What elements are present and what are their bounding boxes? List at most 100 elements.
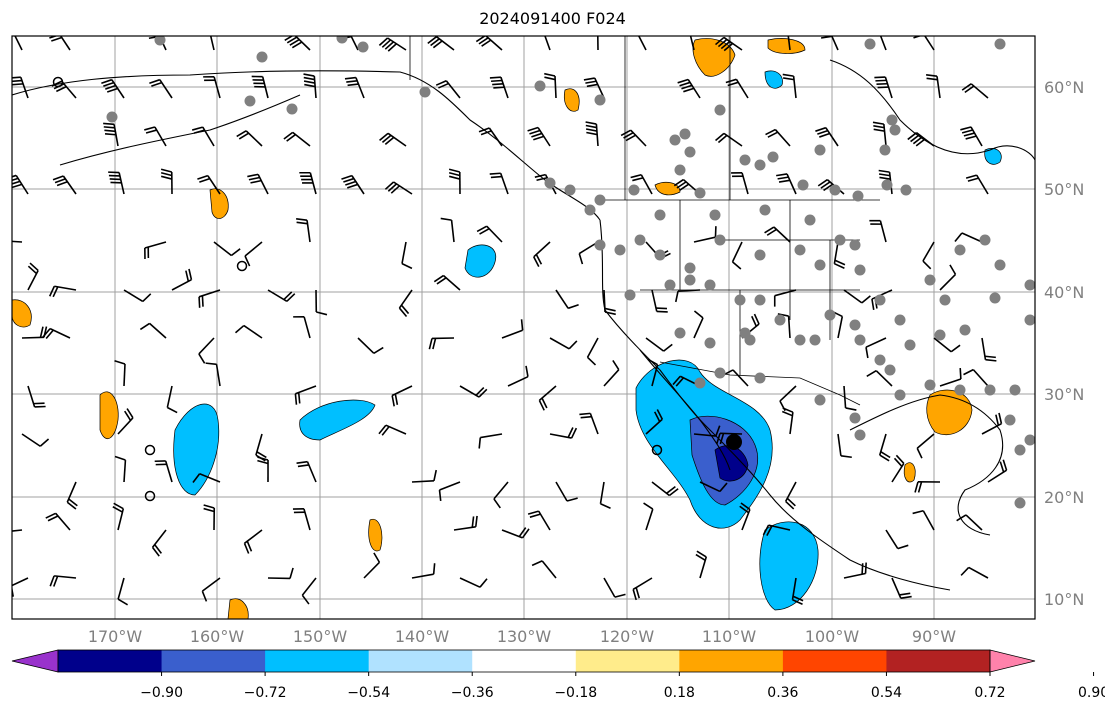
wind-barb (695, 550, 708, 579)
station-marker (106, 111, 118, 123)
wind-barb (154, 460, 173, 483)
wind-barb (378, 37, 407, 52)
wind-barb (782, 73, 797, 99)
station-marker (954, 384, 966, 396)
wind-barb (777, 313, 791, 339)
colorbar-segment (886, 650, 991, 672)
station-marker (286, 103, 298, 115)
station-marker (924, 379, 936, 391)
wind-barb (645, 409, 664, 435)
wind-barb (42, 327, 71, 340)
wind-barb (549, 337, 578, 350)
contour-negative-north (464, 244, 497, 278)
wind-barb (123, 289, 152, 303)
wind-barb (843, 289, 871, 304)
calm-wind-circles (52, 76, 663, 502)
wind-barb (247, 173, 269, 195)
station-marker (624, 289, 636, 301)
wind-barb (427, 36, 455, 51)
wind-barb (837, 433, 852, 459)
station-marker (564, 184, 576, 196)
wind-barb (879, 36, 887, 51)
wind-barb (679, 36, 695, 51)
lon-label: 130°W (497, 627, 552, 646)
station-marker (674, 164, 686, 176)
wind-barb (645, 337, 673, 352)
wind-barb (433, 274, 461, 291)
wind-barb (699, 481, 728, 493)
wind-barb (14, 36, 23, 51)
wind-barb (583, 77, 605, 99)
wind-barb (303, 73, 317, 99)
wind-barb (251, 75, 269, 99)
station-marker (874, 294, 886, 306)
wind-barb (45, 512, 71, 531)
wind-barb (586, 337, 599, 366)
wind-barb (114, 359, 126, 387)
wind-barb (236, 130, 263, 147)
wind-barb (925, 74, 941, 99)
map-title: 2024091400 F024 (479, 9, 626, 28)
wind-barb (428, 337, 455, 350)
calm-circle (236, 260, 248, 272)
contour-positive-texas (903, 462, 916, 483)
wind-barb (21, 433, 50, 447)
contour-negative-mid (299, 399, 376, 441)
wind-barb (620, 129, 647, 147)
wind-barb (112, 502, 125, 531)
station-marker (881, 179, 893, 191)
wind-barb (203, 504, 216, 531)
wind-barb (527, 126, 551, 147)
wind-barb (765, 128, 791, 147)
wind-barb (963, 368, 989, 387)
wind-barb (12, 174, 29, 195)
wind-barb (48, 285, 77, 298)
wind-barb (459, 385, 488, 398)
station-marker (809, 334, 821, 346)
station-marker (654, 209, 666, 221)
wind-barb (149, 78, 173, 99)
wind-barb (651, 289, 668, 313)
wind-barb (555, 289, 579, 310)
wind-barb (139, 322, 167, 339)
station-marker (884, 364, 896, 376)
wind-barb (197, 174, 221, 195)
station-marker (934, 329, 946, 341)
wind-barb (198, 337, 215, 364)
wind-barb (791, 577, 804, 605)
wind-barb (234, 324, 263, 339)
wind-barb (933, 337, 961, 353)
station-marker (849, 412, 861, 424)
wind-barb (114, 455, 127, 483)
lon-label: 170°W (88, 627, 143, 646)
wind-barb (49, 575, 77, 587)
station-marker (886, 114, 898, 126)
station-marker (894, 389, 906, 401)
station-marker (584, 204, 596, 216)
lon-label: 150°W (293, 627, 348, 646)
station-marker (874, 354, 886, 366)
station-marker (774, 314, 786, 326)
wind-barb (144, 241, 167, 259)
wind-barb (815, 126, 839, 147)
station-marker (924, 274, 936, 286)
colorbar-tick-label: −0.54 (347, 685, 390, 701)
contour-positive-pacific-1 (209, 188, 229, 219)
station-marker (669, 134, 681, 146)
wind-barb (843, 562, 867, 579)
coastline-alaska (12, 70, 601, 221)
wind-barb (603, 289, 616, 316)
wind-barb (296, 460, 317, 483)
station-marker (849, 319, 861, 331)
station-marker (1014, 444, 1026, 456)
colorbar-frame (57, 649, 991, 673)
wind-barb (716, 432, 743, 445)
wind-barb (874, 76, 893, 99)
wind-barb (922, 241, 935, 270)
longitude-labels: 170°W 160°W 150°W 140°W 130°W 120°W 110°… (88, 627, 956, 646)
wind-barb (762, 524, 791, 537)
wind-barb (916, 433, 935, 459)
station-marker (794, 334, 806, 346)
station-marker (814, 144, 826, 156)
wind-barb (257, 456, 269, 483)
